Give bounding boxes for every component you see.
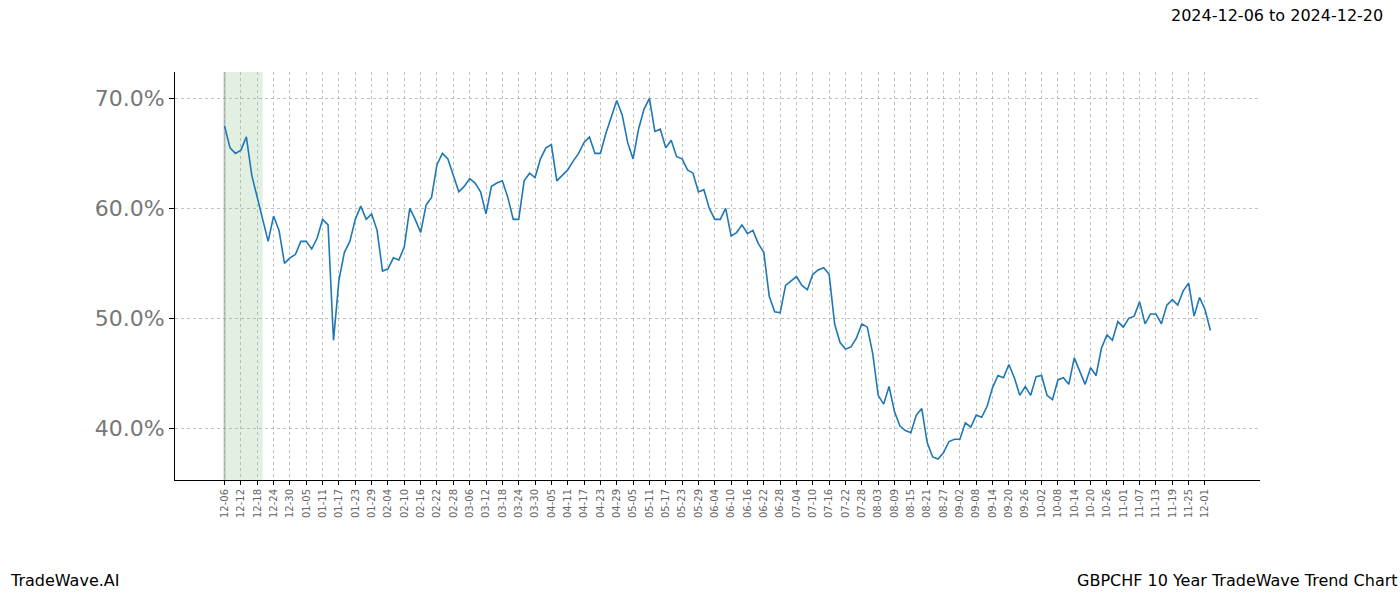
- svg-text:02-28: 02-28: [448, 489, 459, 518]
- svg-text:12-18: 12-18: [252, 489, 263, 518]
- svg-text:01-11: 01-11: [317, 489, 328, 518]
- svg-text:11-01: 11-01: [1118, 489, 1129, 518]
- svg-text:05-05: 05-05: [627, 489, 638, 518]
- svg-text:11-19: 11-19: [1167, 489, 1178, 518]
- svg-text:TradeWave.AI: TradeWave.AI: [10, 571, 119, 590]
- svg-text:03-30: 03-30: [529, 489, 540, 518]
- svg-text:05-17: 05-17: [660, 489, 671, 518]
- svg-text:01-05: 01-05: [301, 489, 312, 518]
- svg-text:02-10: 02-10: [399, 489, 410, 518]
- svg-text:01-17: 01-17: [333, 489, 344, 518]
- svg-text:01-23: 01-23: [350, 489, 361, 518]
- svg-text:08-27: 08-27: [938, 489, 949, 518]
- svg-text:08-09: 08-09: [889, 489, 900, 518]
- svg-text:04-11: 04-11: [562, 489, 573, 518]
- svg-text:03-06: 03-06: [464, 489, 475, 518]
- svg-text:05-29: 05-29: [693, 489, 704, 518]
- svg-text:02-04: 02-04: [382, 489, 393, 518]
- svg-text:06-16: 06-16: [742, 489, 753, 518]
- svg-text:50.0%: 50.0%: [95, 306, 165, 331]
- svg-text:11-25: 11-25: [1183, 489, 1194, 518]
- svg-text:07-10: 07-10: [807, 489, 818, 518]
- svg-text:10-20: 10-20: [1085, 489, 1096, 518]
- svg-text:07-22: 07-22: [840, 489, 851, 518]
- svg-text:10-14: 10-14: [1069, 489, 1080, 518]
- svg-text:05-23: 05-23: [676, 489, 687, 518]
- svg-text:12-24: 12-24: [268, 489, 279, 518]
- svg-text:12-30: 12-30: [284, 489, 295, 518]
- svg-text:2024-12-06 to 2024-12-20: 2024-12-06 to 2024-12-20: [1171, 6, 1383, 25]
- svg-text:11-07: 11-07: [1134, 489, 1145, 518]
- svg-text:10-26: 10-26: [1101, 489, 1112, 518]
- svg-text:02-16: 02-16: [415, 489, 426, 518]
- svg-text:60.0%: 60.0%: [95, 196, 165, 221]
- svg-text:10-08: 10-08: [1052, 489, 1063, 518]
- svg-text:09-02: 09-02: [954, 489, 965, 518]
- svg-text:70.0%: 70.0%: [95, 86, 165, 111]
- svg-text:09-14: 09-14: [987, 489, 998, 518]
- svg-text:12-01: 12-01: [1199, 489, 1210, 518]
- svg-text:40.0%: 40.0%: [95, 416, 165, 441]
- svg-text:09-08: 09-08: [970, 489, 981, 518]
- svg-text:04-29: 04-29: [611, 489, 622, 518]
- svg-text:05-11: 05-11: [644, 489, 655, 518]
- svg-text:10-02: 10-02: [1036, 489, 1047, 518]
- svg-text:06-10: 06-10: [725, 489, 736, 518]
- svg-text:06-22: 06-22: [758, 489, 769, 518]
- svg-text:09-26: 09-26: [1019, 489, 1030, 518]
- svg-text:11-13: 11-13: [1150, 489, 1161, 518]
- svg-text:04-17: 04-17: [578, 489, 589, 518]
- svg-text:01-29: 01-29: [366, 489, 377, 518]
- svg-text:06-28: 06-28: [774, 489, 785, 518]
- svg-text:02-22: 02-22: [431, 489, 442, 518]
- svg-text:08-03: 08-03: [872, 489, 883, 518]
- svg-text:06-04: 06-04: [709, 489, 720, 518]
- svg-text:08-21: 08-21: [921, 489, 932, 518]
- svg-text:07-16: 07-16: [823, 489, 834, 518]
- svg-text:12-06: 12-06: [219, 489, 230, 518]
- svg-text:03-24: 03-24: [513, 489, 524, 518]
- svg-text:GBPCHF 10 Year TradeWave Trend: GBPCHF 10 Year TradeWave Trend Chart: [1077, 571, 1398, 590]
- svg-text:07-28: 07-28: [856, 489, 867, 518]
- svg-text:09-20: 09-20: [1003, 489, 1014, 518]
- svg-text:07-04: 07-04: [791, 489, 802, 518]
- svg-text:04-05: 04-05: [546, 489, 557, 518]
- svg-text:03-12: 03-12: [480, 489, 491, 518]
- svg-text:04-23: 04-23: [595, 489, 606, 518]
- svg-text:12-12: 12-12: [235, 489, 246, 518]
- svg-text:08-15: 08-15: [905, 489, 916, 518]
- svg-text:03-18: 03-18: [497, 489, 508, 518]
